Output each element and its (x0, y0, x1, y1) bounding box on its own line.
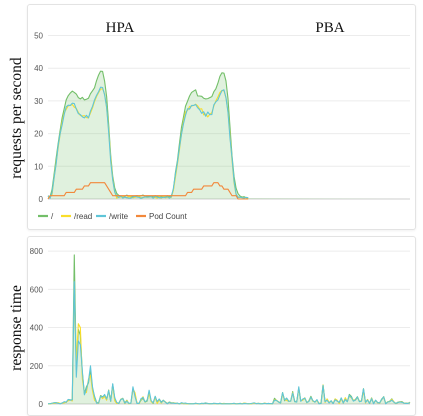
chart1-ytick-label: 30 (34, 97, 43, 106)
chart1-annotation-pba: PBA (315, 20, 344, 36)
chart2-ytick-label: 400 (30, 324, 44, 333)
legend-label-1[interactable]: /read (74, 212, 92, 221)
legend-label-0[interactable]: / (51, 212, 54, 221)
chart2-ytick-label: 800 (30, 247, 44, 256)
chart2-grid (48, 250, 410, 405)
chart1-annotations: HPA PBA (106, 20, 345, 36)
chart1-ytick-label: 20 (34, 130, 43, 139)
chart2-series-area-0 (48, 254, 410, 404)
chart2-y-ticks: 0 200 400 600 800 (30, 247, 44, 409)
chart1-series-line-3 (47, 182, 249, 200)
chart1-series-line-2 (47, 86, 249, 199)
chart1-plot (47, 70, 410, 200)
chart2-series-line-2 (47, 281, 411, 405)
legend-label-2[interactable]: /write (109, 212, 129, 221)
chart1-series-area-0 (48, 71, 410, 199)
chart2-ytick-label: 200 (30, 362, 44, 371)
chart1-ytick-label: 0 (39, 195, 44, 204)
legend-label-3[interactable]: Pod Count (149, 212, 188, 221)
chart1-annotation-hpa: HPA (106, 20, 135, 36)
chart2-series-line-1 (47, 288, 411, 405)
chart2-series-line-0 (48, 254, 411, 405)
chart1-ytick-label: 40 (34, 64, 43, 73)
chart1-y-ticks: 0 10 20 30 40 50 (34, 32, 43, 205)
chart1-panel (27, 4, 416, 230)
chart1-legend: / /read/write Pod Count (38, 212, 188, 221)
chart2-ytick-label: 600 (30, 285, 44, 294)
chart2-ytick-label: 0 (39, 400, 44, 409)
chart1-grid (48, 35, 410, 200)
chart2-plot (47, 254, 411, 405)
chart1-ytick-label: 10 (34, 162, 43, 171)
chart1-ytick-label: 50 (34, 32, 43, 41)
